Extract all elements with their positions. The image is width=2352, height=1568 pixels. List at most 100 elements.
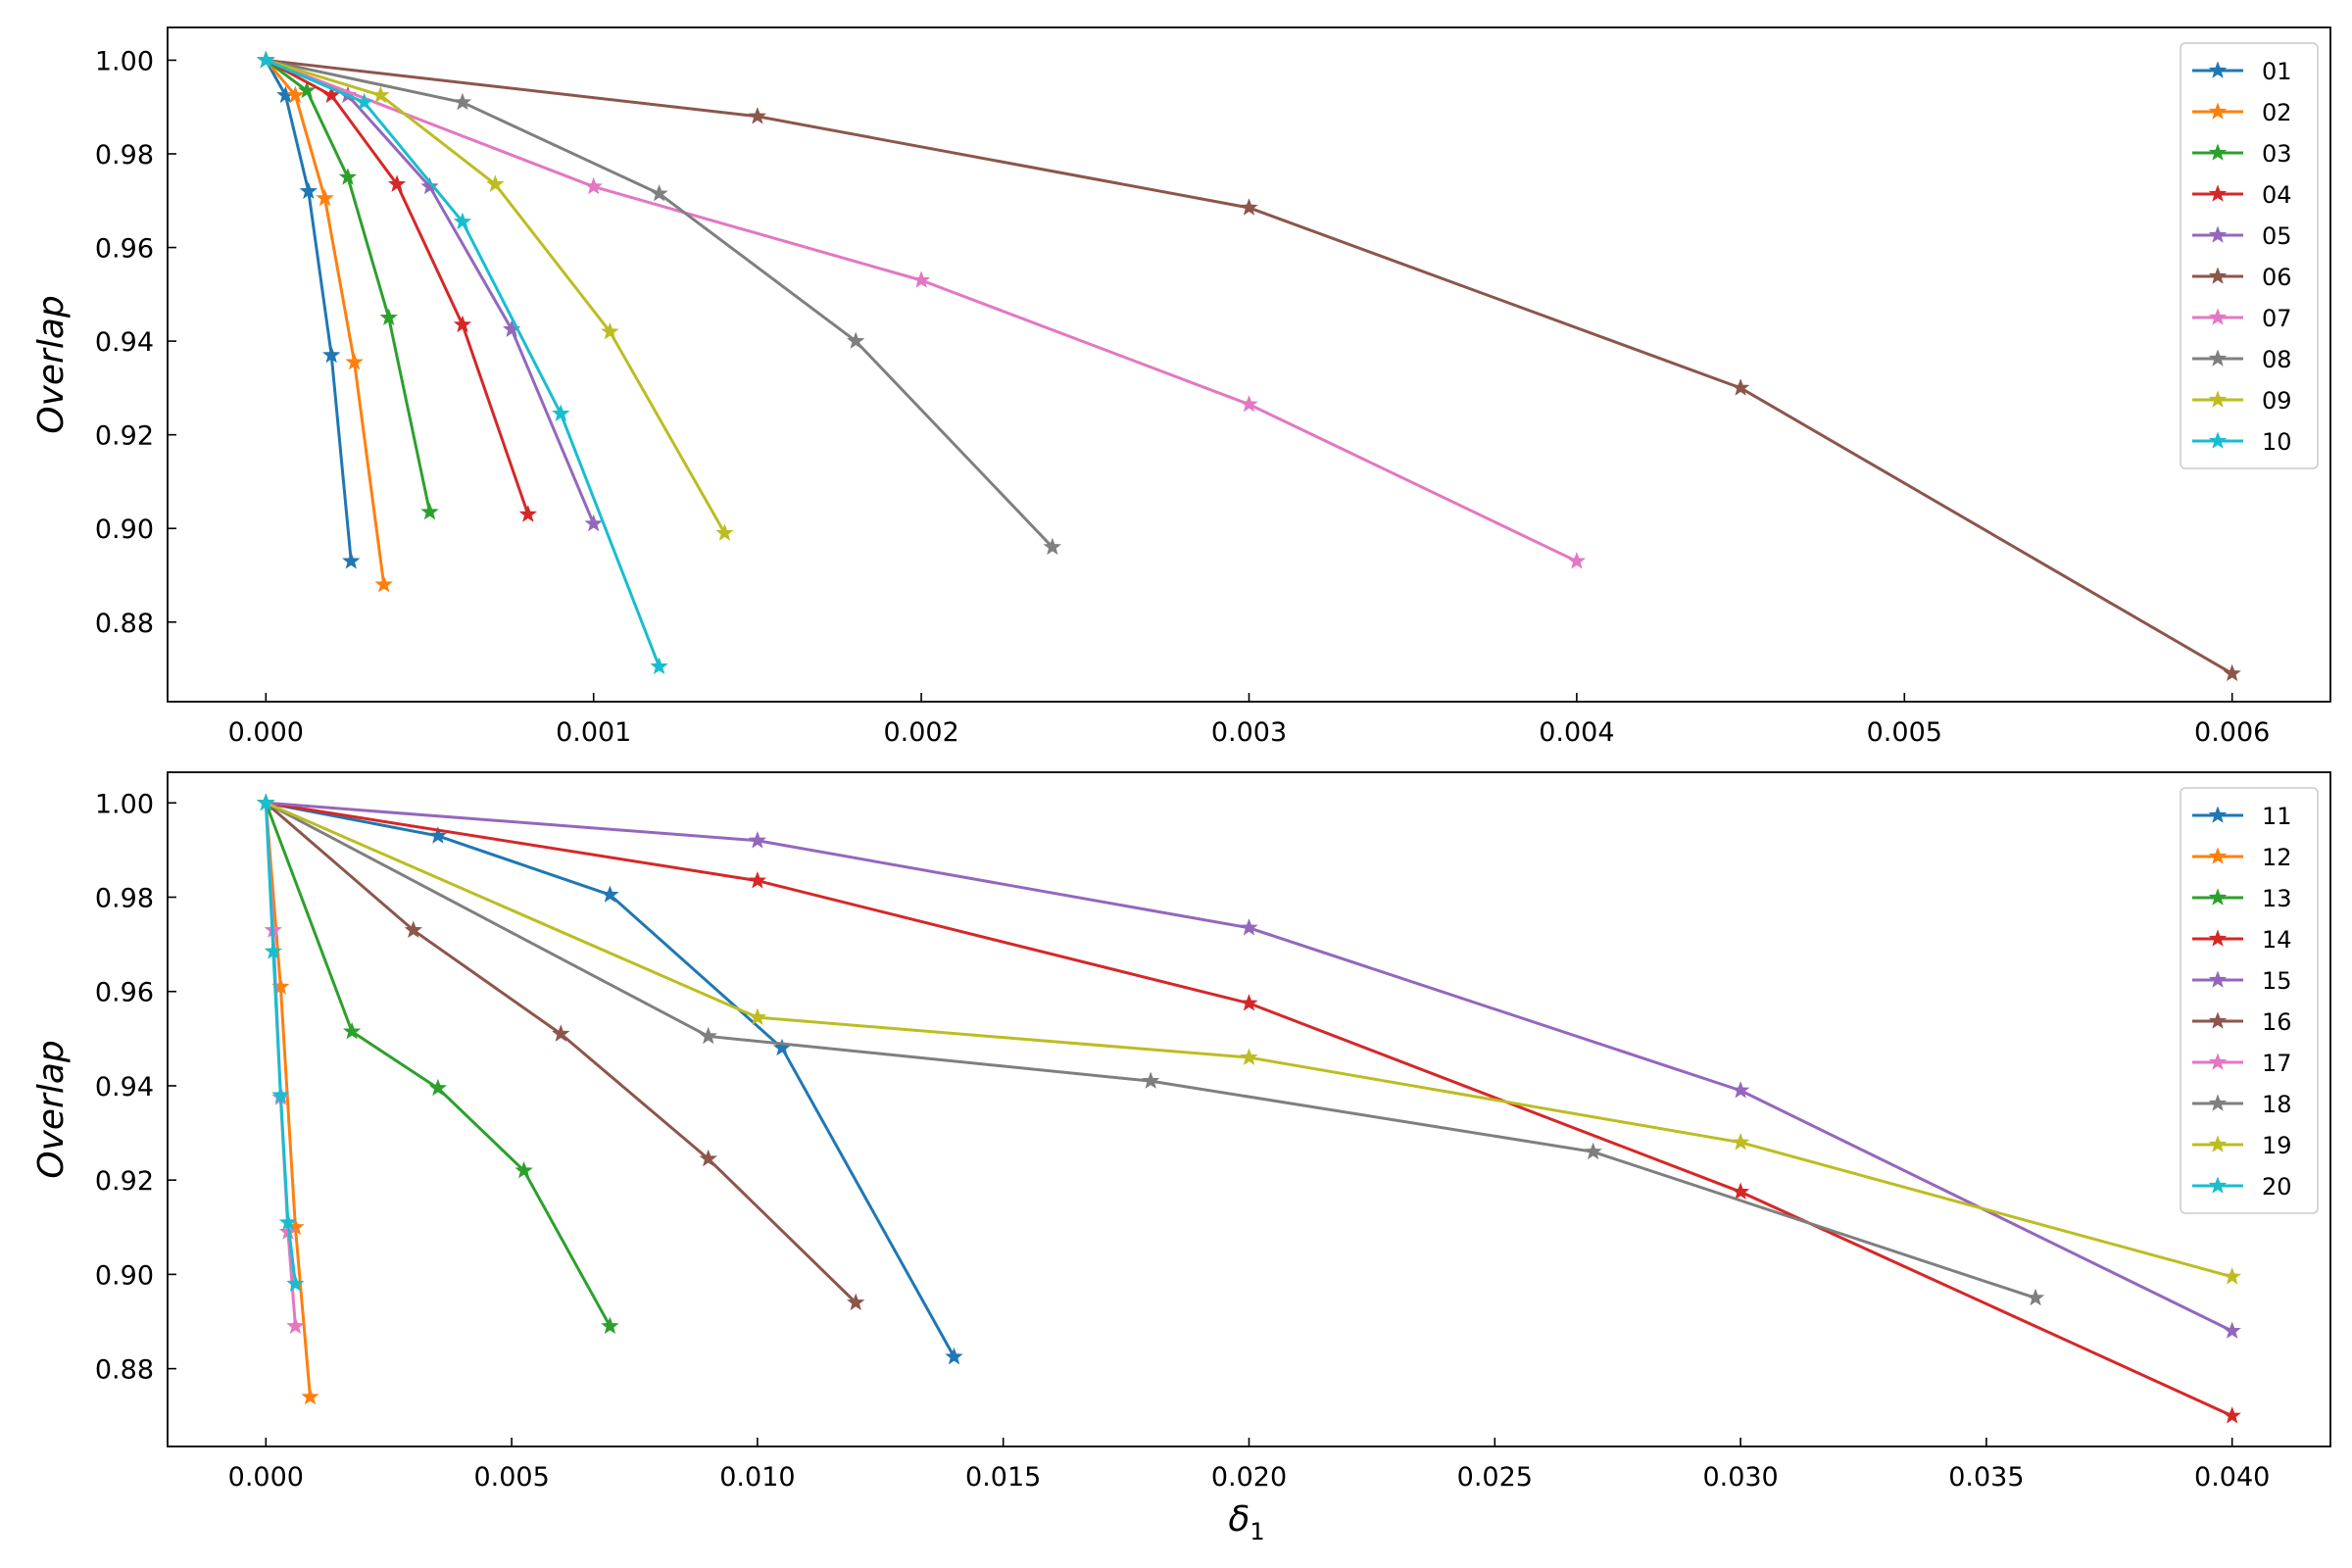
legend-marker	[2208, 929, 2228, 947]
y-tick-label: 1.00	[95, 789, 154, 819]
legend: 11 12 13 14 15 16 17 18 19 20	[2180, 787, 2319, 1214]
legend-label: 01	[2262, 58, 2292, 85]
data-point	[699, 1026, 717, 1045]
data-point	[387, 174, 407, 192]
data-point	[911, 270, 931, 288]
data-point	[699, 1149, 717, 1167]
legend-marker	[2208, 225, 2228, 243]
data-point	[514, 1160, 533, 1179]
legend-label: 15	[2262, 967, 2292, 995]
legend-label: 18	[2262, 1091, 2292, 1118]
data-point	[847, 331, 865, 349]
legend-marker	[2208, 143, 2228, 161]
legend-entry-17: 17	[2192, 1050, 2292, 1077]
legend-entry-02: 02	[2192, 99, 2292, 126]
data-point	[297, 80, 317, 99]
y-tick-label: 0.94	[95, 327, 154, 358]
series-line-02	[265, 59, 386, 585]
legend-entry-11: 11	[2192, 803, 2292, 830]
x-tick-label: 0.030	[1702, 1462, 1778, 1493]
legend-box	[2180, 42, 2319, 469]
x-tick-label: 0.040	[2194, 1462, 2270, 1493]
x-axis-title-subscript: 1	[1250, 1518, 1264, 1545]
y-tick-label: 0.90	[95, 514, 154, 545]
data-point	[278, 1212, 298, 1231]
x-axis-title-main: δ	[1228, 1499, 1250, 1540]
legend-marker	[2208, 847, 2228, 864]
legend-label: 20	[2262, 1173, 2292, 1200]
x-tick-label: 0.000	[228, 1462, 304, 1493]
data-point	[715, 523, 734, 541]
legend-marker	[2208, 970, 2228, 988]
x-tick-label: 0.006	[2194, 717, 2270, 748]
data-point	[650, 183, 668, 202]
series-line-12	[264, 803, 312, 1397]
data-point	[371, 85, 390, 104]
data-point	[552, 404, 570, 421]
series-line-15	[266, 801, 2233, 1333]
legend-label: 09	[2262, 387, 2292, 415]
y-tick-label: 0.90	[95, 1260, 154, 1291]
series-02	[257, 50, 393, 593]
legend-label: 08	[2262, 346, 2292, 373]
data-point	[453, 315, 472, 333]
data-point	[847, 1293, 865, 1311]
legend-marker	[2208, 1135, 2228, 1152]
legend-entry-16: 16	[2192, 1008, 2292, 1036]
data-point	[404, 920, 422, 938]
y-tick-label: 1.00	[95, 46, 154, 76]
legend-label: 11	[2262, 803, 2292, 830]
legend-entry-10: 10	[2192, 428, 2292, 456]
legend-label: 06	[2262, 264, 2292, 291]
legend-marker	[2208, 1176, 2228, 1194]
data-point	[257, 793, 275, 811]
legend-label: 10	[2262, 428, 2292, 456]
x-tick-label: 0.002	[883, 717, 958, 748]
x-tick-label: 0.001	[556, 717, 631, 748]
legend-label: 14	[2262, 926, 2292, 954]
data-point	[301, 1387, 319, 1405]
data-point	[453, 212, 472, 230]
legend-label: 16	[2262, 1008, 2292, 1036]
data-point	[1731, 378, 1750, 396]
data-point	[316, 188, 334, 207]
legend-marker	[2208, 184, 2228, 202]
legend-entry-09: 09	[2192, 387, 2292, 415]
legend-label: 05	[2262, 222, 2292, 250]
series-line-03	[265, 59, 431, 513]
legend-marker	[2208, 102, 2228, 120]
series-09	[257, 50, 734, 541]
series-12	[257, 793, 319, 1405]
x-axis-title: δ1	[1228, 1499, 1264, 1545]
legend-entry-18: 18	[2192, 1091, 2292, 1118]
series-14	[257, 793, 2241, 1424]
legend-label: 03	[2262, 140, 2292, 168]
data-point	[552, 1024, 570, 1042]
legend-entry-14: 14	[2192, 926, 2292, 954]
series-19	[257, 793, 2241, 1285]
data-point	[601, 885, 619, 903]
legend-label: 19	[2262, 1132, 2292, 1159]
plot-frame	[167, 26, 2331, 703]
series-13	[257, 793, 619, 1335]
y-tick-label: 0.96	[95, 978, 154, 1008]
legend-marker	[2208, 61, 2228, 78]
legend-marker	[2208, 267, 2228, 284]
x-tick-label: 0.003	[1211, 717, 1287, 748]
legend-label: 12	[2262, 844, 2292, 871]
y-tick-label: 0.96	[95, 234, 154, 265]
legend-entry-04: 04	[2192, 181, 2292, 209]
data-point	[1567, 552, 1587, 569]
series-03	[257, 50, 439, 520]
data-point	[322, 85, 341, 104]
data-point	[748, 831, 767, 849]
bottom-chart-panel: Overlap 0.000 0.005 0.010 0.015 0.020 0.025 0.0…	[31, 771, 2331, 1493]
data-point	[322, 345, 341, 364]
x-tick-label: 0.015	[965, 1462, 1041, 1493]
legend-entry-05: 05	[2192, 222, 2292, 250]
data-point	[338, 168, 358, 185]
data-point	[342, 1021, 362, 1040]
data-point	[1731, 1081, 1750, 1099]
data-point	[286, 85, 305, 104]
data-point	[271, 1085, 290, 1103]
